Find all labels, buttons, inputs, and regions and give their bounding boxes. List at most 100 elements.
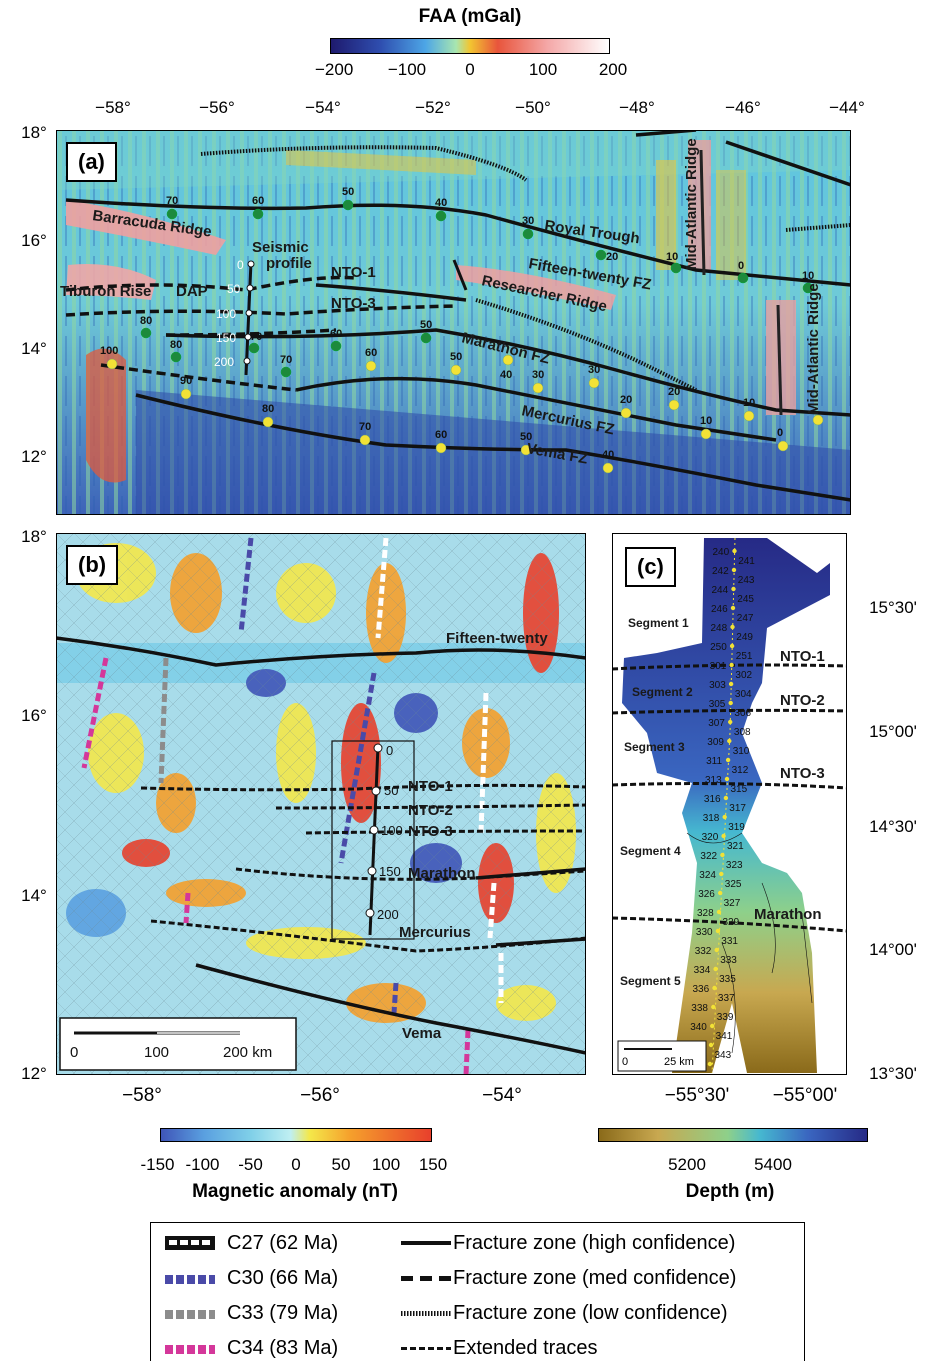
faa-colorbar	[330, 38, 610, 54]
panel-a-lat-tick: 12°	[21, 447, 47, 466]
age-label: 60	[365, 347, 377, 359]
legend-label-c34: C34 (83 Ma)	[227, 1337, 339, 1359]
fz-nto-2	[275, 803, 586, 810]
scale-bar-box	[59, 1017, 297, 1071]
panel-a-lat-tick: 14°	[21, 339, 47, 358]
age-label: 30	[532, 369, 544, 381]
panel-a-lon-tick: −44°	[829, 98, 865, 117]
station-label: 243	[738, 575, 755, 586]
scale-tick: 200 km	[223, 1044, 272, 1061]
station-label: 248	[711, 623, 728, 634]
isochron-c34	[81, 657, 109, 769]
age-label: 0	[777, 427, 783, 439]
tiburon-rise-anomaly	[66, 264, 156, 300]
station-label: 337	[718, 993, 735, 1004]
isochron-c27	[375, 537, 389, 639]
station-label: 335	[719, 974, 736, 985]
isochron-c30	[238, 537, 254, 634]
station-label: 321	[727, 841, 744, 852]
profile-tick: 50	[227, 282, 241, 296]
legend-swatch-c30	[165, 1275, 215, 1284]
age-label: 30	[522, 215, 534, 227]
mag-tick: -100	[185, 1155, 220, 1174]
panel-a-lon-tick: −46°	[725, 98, 761, 117]
scale-tick: 100	[144, 1044, 169, 1061]
fz-marathon	[165, 328, 851, 417]
station-marker	[721, 833, 726, 839]
legend-label-fz-med: Fracture zone (med confidence)	[453, 1267, 737, 1289]
profile-tick: 100	[381, 823, 403, 838]
station-label: 336	[693, 984, 710, 995]
station-marker	[715, 928, 721, 934]
magnetic-colorbar-title: Magnetic anomaly (nT)	[192, 1181, 398, 1202]
panel-b-label: (b)	[66, 545, 119, 585]
profile-tick: 150	[216, 331, 236, 345]
scale-tick: 0	[70, 1044, 78, 1061]
station-label: 334	[694, 965, 711, 976]
station-label: 319	[728, 822, 745, 833]
station-label: 251	[736, 651, 753, 662]
station-marker	[718, 890, 723, 896]
mag-tick: 0	[291, 1155, 301, 1174]
label-marathon: Marathon	[754, 906, 822, 923]
station-label: 343	[715, 1050, 732, 1061]
label-vema: Vema	[402, 1025, 442, 1042]
faa-tick: 200	[598, 60, 628, 79]
station-marker	[716, 909, 722, 915]
fz-marathon	[235, 867, 586, 881]
profile-tick: 0	[237, 258, 244, 272]
station-label: 329	[723, 917, 740, 928]
age-label: 50	[342, 186, 354, 198]
panel-a-lon-tick: −54°	[305, 98, 341, 117]
label-nto-1: NTO-1	[408, 778, 453, 795]
station-marker	[728, 681, 734, 687]
station-label: 317	[729, 803, 746, 814]
station-label: 240	[713, 547, 730, 558]
fz-nto-1	[315, 283, 467, 302]
legend-swatch-c34	[165, 1345, 215, 1354]
depth-tick: 5400	[754, 1155, 792, 1174]
station-marker	[727, 738, 732, 744]
age-label: 20	[620, 394, 632, 406]
station-marker	[728, 719, 733, 725]
station-label: 340	[690, 1022, 707, 1033]
age-label: 10	[700, 415, 712, 427]
faa-tick: −100	[387, 60, 427, 79]
seismic-profile-line	[368, 745, 380, 936]
legend-label-c33: C33 (79 Ma)	[227, 1302, 339, 1324]
panel-c-lon-tick: −55°30'	[664, 1085, 730, 1106]
station-marker	[710, 1023, 715, 1029]
fz-nto-1	[140, 783, 586, 792]
station-marker	[729, 662, 734, 668]
legend-label-fz-high: Fracture zone (high confidence)	[453, 1232, 736, 1254]
station-label: 318	[703, 813, 720, 824]
faa-tick: 100	[528, 60, 558, 79]
station-marker	[731, 567, 737, 573]
mar-south-anomaly	[766, 300, 796, 415]
depth-colorbar	[598, 1128, 868, 1142]
station-marker	[713, 966, 718, 972]
station-label: 313	[705, 775, 722, 786]
station-label: 247	[737, 613, 754, 624]
panel-c-map: NTO-1 NTO-2 NTO-3 Marathon Segment 1 Seg…	[612, 533, 847, 1075]
segment-label: Segment 3	[624, 740, 685, 754]
age-label: 40	[500, 369, 512, 381]
station-marker	[731, 586, 736, 592]
station-label: 322	[700, 851, 717, 862]
label-profile: profile	[266, 255, 312, 272]
label-mar-north: Mid-Atlantic Ridge	[683, 138, 700, 270]
station-label: 304	[735, 689, 752, 700]
age-label: 100	[100, 345, 118, 357]
station-marker	[719, 871, 724, 877]
age-label: 60	[435, 429, 447, 441]
panel-a-lon-tick: −48°	[619, 98, 655, 117]
age-label: 60	[330, 328, 342, 340]
age-label: 40	[435, 197, 447, 209]
scale-tick: 0	[622, 1056, 628, 1068]
fz-low-confidence	[200, 145, 528, 182]
label-seismic: Seismic	[252, 239, 309, 256]
magnetic-colorbar	[160, 1128, 432, 1142]
panel-a-lon-tick: −52°	[415, 98, 451, 117]
panel-c-label: (c)	[625, 547, 676, 587]
station-label: 341	[716, 1031, 733, 1042]
